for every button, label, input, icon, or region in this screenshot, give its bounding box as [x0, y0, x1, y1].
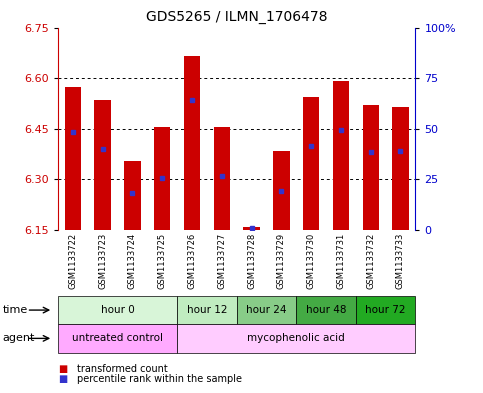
- Text: GDS5265 / ILMN_1706478: GDS5265 / ILMN_1706478: [146, 10, 327, 24]
- Bar: [184, 56, 200, 230]
- Text: GSM1133723: GSM1133723: [98, 233, 107, 289]
- Text: untreated control: untreated control: [72, 333, 163, 343]
- Bar: [243, 226, 260, 230]
- Bar: [95, 100, 111, 230]
- Text: hour 72: hour 72: [365, 305, 406, 315]
- Text: percentile rank within the sample: percentile rank within the sample: [77, 374, 242, 384]
- Text: agent: agent: [2, 333, 35, 343]
- Text: GSM1133728: GSM1133728: [247, 233, 256, 289]
- Bar: [392, 107, 409, 230]
- Text: mycophenolic acid: mycophenolic acid: [247, 333, 345, 343]
- Text: transformed count: transformed count: [77, 364, 168, 374]
- Text: GSM1133729: GSM1133729: [277, 233, 286, 289]
- Text: hour 48: hour 48: [306, 305, 346, 315]
- Text: GSM1133727: GSM1133727: [217, 233, 226, 289]
- Bar: [363, 105, 379, 230]
- Bar: [213, 127, 230, 230]
- Text: GSM1133730: GSM1133730: [307, 233, 315, 289]
- Text: ■: ■: [58, 374, 67, 384]
- Bar: [303, 97, 319, 230]
- Text: time: time: [2, 305, 28, 315]
- Text: hour 0: hour 0: [100, 305, 134, 315]
- Text: GSM1133732: GSM1133732: [366, 233, 375, 289]
- Text: GSM1133724: GSM1133724: [128, 233, 137, 289]
- Text: ■: ■: [58, 364, 67, 374]
- Bar: [333, 81, 349, 230]
- Bar: [273, 151, 289, 230]
- Text: GSM1133725: GSM1133725: [158, 233, 167, 289]
- Text: GSM1133731: GSM1133731: [337, 233, 345, 289]
- Text: GSM1133722: GSM1133722: [69, 233, 77, 289]
- Text: GSM1133733: GSM1133733: [396, 233, 405, 289]
- Bar: [124, 161, 141, 230]
- Bar: [65, 86, 81, 230]
- Text: hour 12: hour 12: [186, 305, 227, 315]
- Bar: [154, 127, 170, 230]
- Text: GSM1133726: GSM1133726: [187, 233, 197, 289]
- Text: hour 24: hour 24: [246, 305, 287, 315]
